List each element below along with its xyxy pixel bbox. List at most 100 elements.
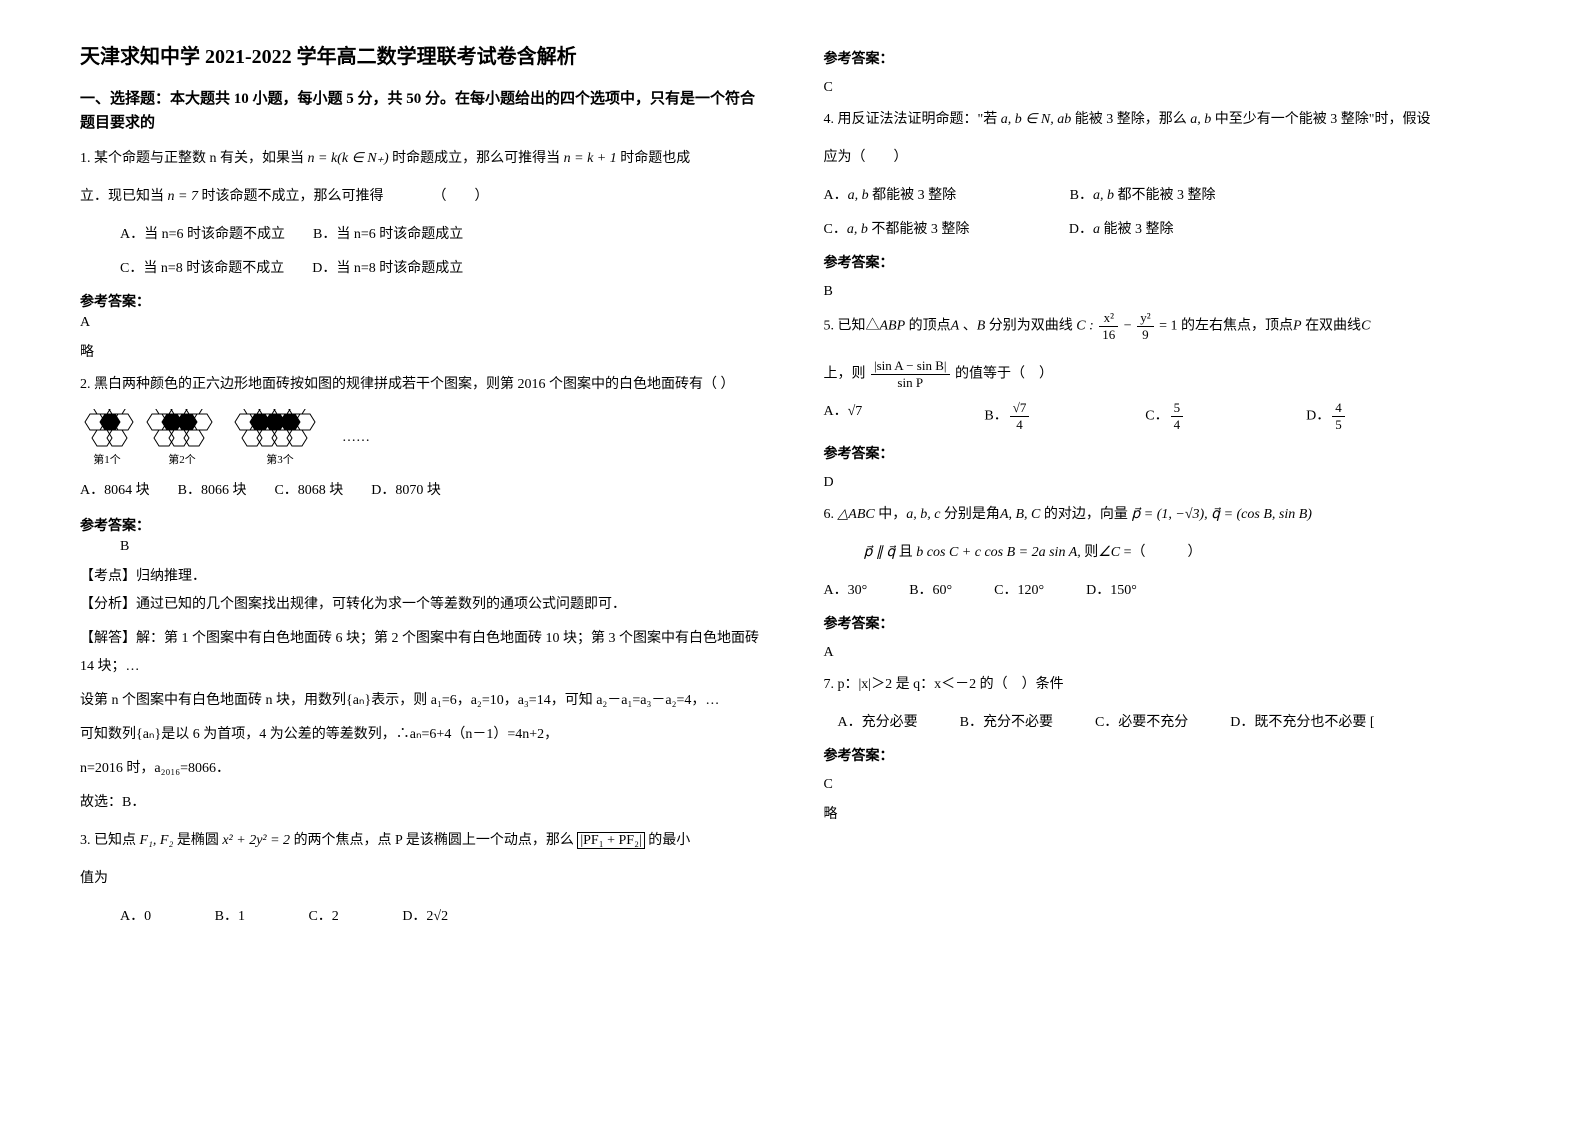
q5-options: A．√7 B．√74 C．54 D．45 (824, 400, 1508, 432)
q2-jieda5: 故选：B． (80, 789, 764, 817)
hex-label-1: 第1个 (93, 451, 121, 467)
q4-answer-label: 参考答案： (824, 252, 1508, 272)
q1-line2b: 时该命题不成立，那么可推得 （ ） (201, 189, 488, 204)
q5-line2b: 的值等于（ ） (955, 367, 1053, 382)
q3-answer-label: 参考答案： (824, 48, 1508, 68)
q3-opt-b: B．1 (215, 909, 245, 924)
hex-set-3: 第3个 (230, 409, 330, 467)
q7-answer-label: 参考答案： (824, 745, 1508, 765)
q5-optC: C．54 (1145, 400, 1306, 432)
question-6: 6. △ABC 中，a, b, c 分别是角A, B, C 的对边，向量 p⃗ … (824, 501, 1508, 529)
q5-optD-pre: D． (1306, 409, 1330, 424)
q5-stem-f: 在双曲线 (1305, 318, 1361, 333)
q4-optA-a: A． (824, 188, 848, 203)
q4-stem-c: 中至少有一个能被 3 整除"时，假设 (1215, 112, 1431, 127)
q2-options: A．8064 块 B．8066 块 C．8068 块 D．8070 块 (80, 477, 764, 505)
question-7-stem: 7. p：|x|＞2 是 q：x＜－2 的（ ）条件 (824, 671, 1508, 699)
q4-stem-a: 4. 用反证法法证明命题："若 (824, 112, 998, 127)
q5-optB: B．√74 (984, 400, 1145, 432)
q7-options: A．充分必要 B．充分不必要 C．必要不充分 D．既不充分也不必要 [ (824, 709, 1508, 737)
q5-stem-a: 5. 已知△ (824, 318, 880, 333)
q6-line2b: 则 (1084, 545, 1098, 560)
right-column: 参考答案： C 4. 用反证法法证明命题："若 a, b ∈ N, ab 能被 … (794, 40, 1538, 1082)
q4-opts-row2: C．a, b 不都能被 3 整除 D．a 能被 3 整除 (824, 216, 1508, 244)
q3-stem-a: 3. 已知点 (80, 833, 136, 848)
hex-label-3: 第3个 (266, 451, 294, 467)
q6-stem-a: 6. (824, 507, 838, 522)
q5-optC-pre: C． (1145, 409, 1168, 424)
q1-options-ab: A．当 n=6 时该命题不成立 B．当 n=6 时该命题成立 (120, 221, 764, 249)
q2-answer: B (120, 539, 764, 555)
q3-options: A．0 B．1 C．2 D．2√2 (120, 903, 764, 931)
q2-jieda2: 设第 n 个图案中有白色地面砖 n 块，用数列{aₙ}表示，则 a₁=6，a₂=… (80, 687, 764, 715)
q3-opt-a: A．0 (120, 909, 151, 924)
q6-stem-b: 中， (878, 507, 906, 522)
q5-line2a: 上，则 (824, 367, 866, 382)
q2-fenxi: 【分析】通过已知的几个图案找出规律，可转化为求一个等差数列的通项公式问题即可． (80, 591, 764, 619)
q4-optB-a: B． (1070, 188, 1093, 203)
question-5: 5. 已知△ABP 的顶点A 、B 分别为双曲线 C : x²16 − y²9 … (824, 310, 1508, 342)
q5-stem-b: 的顶点 (909, 318, 951, 333)
q3-answer: C (824, 80, 1508, 96)
left-column: 天津求知中学 2021-2022 学年高二数学理联考试卷含解析 一、选择题：本大… (50, 40, 794, 1082)
q4-optB-b: 都不能被 3 整除 (1117, 188, 1215, 203)
q4-optC-b: 不都能被 3 整除 (871, 222, 969, 237)
hex-label-2: 第2个 (168, 451, 196, 467)
question-3: 3. 已知点 F₁, F₂ 是椭圆 x² + 2y² = 2 的两个焦点，点 P… (80, 827, 764, 855)
q5-optA: A．√7 (824, 400, 985, 432)
q1-lue: 略 (80, 341, 764, 361)
q1-options-cd: C．当 n=8 时该命题不成立 D．当 n=8 时该命题成立 (120, 255, 764, 283)
section1-head: 一、选择题：本大题共 10 小题，每小题 5 分，共 50 分。在每小题给出的四… (80, 87, 764, 135)
q6-options: A．30° B．60° C．120° D．150° (824, 577, 1508, 605)
q2-jieda: 【解答】解：第 1 个图案中有白色地面砖 6 块；第 2 个图案中有白色地面砖 … (80, 625, 764, 681)
question-1-line2: 立．现已知当 n = 7 时该命题不成立，那么可推得 （ ） (80, 183, 764, 211)
q1-line2a: 立．现已知当 (80, 189, 164, 204)
q1-stem-c: 时命题也成 (620, 151, 690, 166)
q6-line2: p⃗ ∥ q⃗ 且 b cos C + c cos B = 2a sin A, … (864, 539, 1508, 567)
q6-line2a: 且 (899, 545, 913, 560)
q1-stem-b: 时命题成立，那么可推得当 (392, 151, 560, 166)
q4-answer: B (824, 284, 1508, 300)
q3-line2: 值为 (80, 865, 764, 893)
q3-stem-b: 是椭圆 (177, 833, 219, 848)
q4-stem-b: 能被 3 整除，那么 (1075, 112, 1187, 127)
q5-answer-label: 参考答案： (824, 443, 1508, 463)
q3-stem-c: 的两个焦点，点 P 是该椭圆上一个动点，那么 (294, 833, 574, 848)
q5-optD: D．45 (1306, 400, 1467, 432)
q2-kaodian: 【考点】归纳推理． (80, 565, 764, 585)
q6-stem-c: 分别是角 (944, 507, 1000, 522)
page-title: 天津求知中学 2021-2022 学年高二数学理联考试卷含解析 (80, 40, 764, 69)
q6-line2c: =（ ） (1124, 545, 1202, 560)
q5-stem-c: 、 (963, 318, 977, 333)
q6-stem-d: 的对边，向量 (1044, 507, 1128, 522)
q5-answer: D (824, 475, 1508, 491)
q2-jieda4: n=2016 时，a₂₀₁₆=8066． (80, 755, 764, 783)
q5-stem-e: 的左右焦点，顶点 (1181, 318, 1293, 333)
q4-opts-row1: A．a, b 都能被 3 整除 B．a, b 都不能被 3 整除 (824, 182, 1508, 210)
q2-jieda3: 可知数列{aₙ}是以 6 为首项，4 为公差的等差数列，∴aₙ=6+4（n－1）… (80, 721, 764, 749)
q7-lue: 略 (824, 803, 1508, 823)
hex-set-1: 第1个 (80, 409, 134, 467)
q3-opt-d: D．2√2 (402, 909, 448, 924)
q4-optD-b: 能被 3 整除 (1103, 222, 1173, 237)
q7-answer: C (824, 777, 1508, 793)
question-1: 1. 某个命题与正整数 n 有关，如果当 n = k(k ∈ N₊) 时命题成立… (80, 145, 764, 173)
q5-optB-pre: B． (984, 409, 1007, 424)
q2-answer-label: 参考答案： (80, 515, 764, 535)
q1-stem-a: 1. 某个命题与正整数 n 有关，如果当 (80, 151, 304, 166)
q6-answer: A (824, 645, 1508, 661)
q3-opt-c: C．2 (308, 909, 338, 924)
q4-optA-b: 都能被 3 整除 (872, 188, 956, 203)
q5-stem-d: 分别为双曲线 (989, 318, 1073, 333)
q1-answer-label: 参考答案： (80, 291, 764, 311)
hexagon-patterns: 第1个 第2个 (80, 409, 764, 467)
hex-dots: …… (342, 430, 370, 446)
hex-set-2: 第2个 (142, 409, 222, 467)
q6-answer-label: 参考答案： (824, 613, 1508, 633)
question-2-stem: 2. 黑白两种颜色的正六边形地面砖按如图的规律拼成若干个图案，则第 2016 个… (80, 371, 764, 399)
q4-optD-a: D． (1069, 222, 1093, 237)
q1-answer: A (80, 315, 764, 331)
q3-stem-d: 的最小 (648, 833, 690, 848)
q5-line2: 上，则 |sin A − sin B|sin P 的值等于（ ） (824, 358, 1508, 390)
question-4: 4. 用反证法法证明命题："若 a, b ∈ N, ab 能被 3 整除，那么 … (824, 106, 1508, 134)
